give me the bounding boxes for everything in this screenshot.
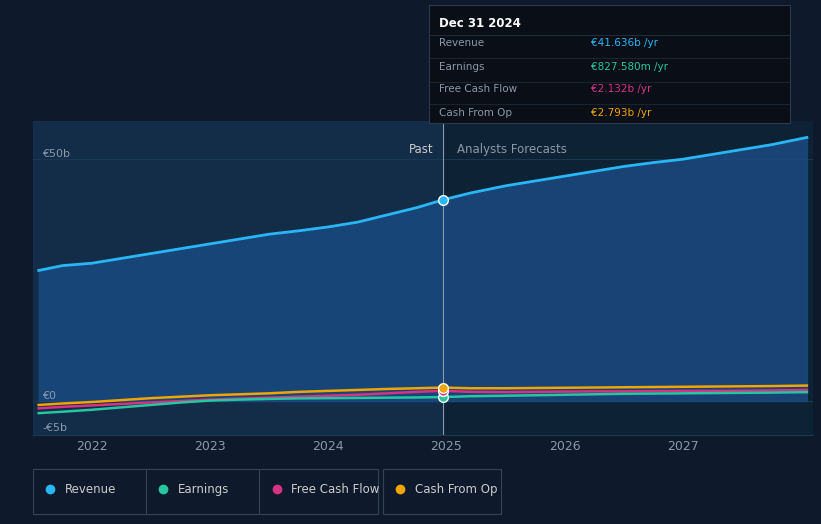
Text: Earnings: Earnings — [178, 484, 230, 496]
FancyBboxPatch shape — [259, 469, 378, 514]
Text: Earnings: Earnings — [439, 62, 485, 72]
Text: Free Cash Flow: Free Cash Flow — [291, 484, 380, 496]
Text: -€5b: -€5b — [43, 423, 67, 433]
Text: Analysts Forecasts: Analysts Forecasts — [457, 143, 567, 156]
Text: €41.636b /yr: €41.636b /yr — [591, 38, 658, 48]
Text: Cash From Op: Cash From Op — [415, 484, 497, 496]
Text: Past: Past — [409, 143, 433, 156]
Text: Revenue: Revenue — [65, 484, 117, 496]
FancyBboxPatch shape — [383, 469, 501, 514]
FancyBboxPatch shape — [33, 469, 151, 514]
Text: Dec 31 2024: Dec 31 2024 — [439, 17, 521, 30]
Text: Cash From Op: Cash From Op — [439, 108, 512, 118]
Text: €827.580m /yr: €827.580m /yr — [591, 62, 668, 72]
FancyBboxPatch shape — [146, 469, 264, 514]
Text: Free Cash Flow: Free Cash Flow — [439, 84, 517, 94]
Text: €2.793b /yr: €2.793b /yr — [591, 108, 652, 118]
Bar — [33, 121, 443, 435]
Text: €0: €0 — [43, 391, 57, 401]
Text: Revenue: Revenue — [439, 38, 484, 48]
Text: €2.132b /yr: €2.132b /yr — [591, 84, 652, 94]
Text: €50b: €50b — [43, 149, 71, 159]
